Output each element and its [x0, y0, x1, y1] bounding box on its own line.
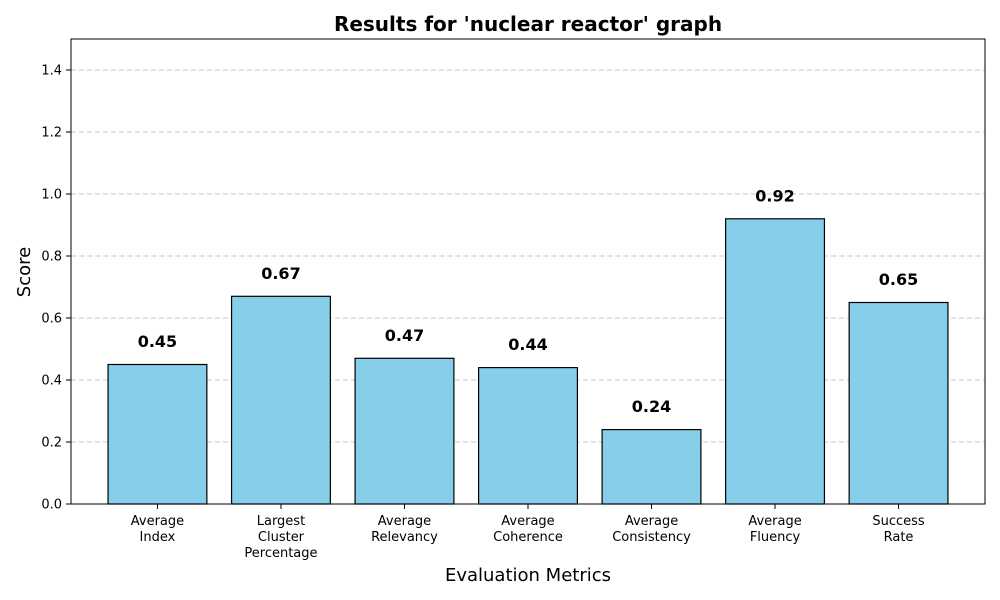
grid-lines [71, 69, 985, 443]
bar [477, 367, 579, 505]
data-label: 0.24 [632, 397, 671, 416]
bar [107, 363, 208, 505]
y-tick-label: 0.6 [41, 312, 62, 327]
bar [601, 429, 702, 505]
x-tick-label: Average Coherence [493, 514, 563, 545]
data-label: 0.45 [138, 332, 177, 351]
y-axis-ticks: 0.0 0.2 0.4 0.6 0.8 1.0 1.2 1.4 [41, 64, 71, 513]
data-label: 0.65 [879, 270, 918, 289]
x-tick-label: Average Relevancy [371, 514, 438, 545]
x-axis-label: Evaluation Metrics [445, 565, 611, 586]
bar [230, 295, 331, 505]
y-tick-label: 0.0 [41, 498, 62, 513]
data-label: 0.67 [261, 264, 300, 283]
chart-title: Results for 'nuclear reactor' graph [334, 12, 722, 36]
value-labels-group: 0.45 0.67 0.47 0.44 0.24 0.92 0.65 [138, 186, 919, 416]
y-tick-label: 1.0 [41, 188, 62, 203]
x-tick-label: Average Consistency [612, 514, 691, 545]
data-label: 0.92 [755, 186, 794, 205]
data-label: 0.47 [385, 326, 424, 345]
data-label: 0.44 [508, 335, 547, 354]
bars-group [107, 218, 949, 505]
x-tick-label: Success Rate [872, 514, 925, 545]
y-tick-label: 0.8 [41, 250, 62, 265]
y-tick-label: 0.4 [41, 374, 62, 389]
x-axis-ticks: Average Index Largest Cluster Percentage Aver… [131, 504, 925, 561]
x-tick-label: Largest Cluster Percentage [244, 514, 317, 561]
bar [725, 218, 826, 505]
y-axis-label: Score [14, 247, 35, 297]
x-tick-label: Average Index [131, 514, 184, 545]
bar [848, 301, 949, 505]
y-tick-label: 1.4 [41, 64, 62, 79]
y-tick-label: 1.2 [41, 126, 62, 141]
bar [354, 357, 455, 505]
x-tick-label: Average Fluency [748, 514, 801, 545]
y-tick-label: 0.2 [41, 436, 62, 451]
